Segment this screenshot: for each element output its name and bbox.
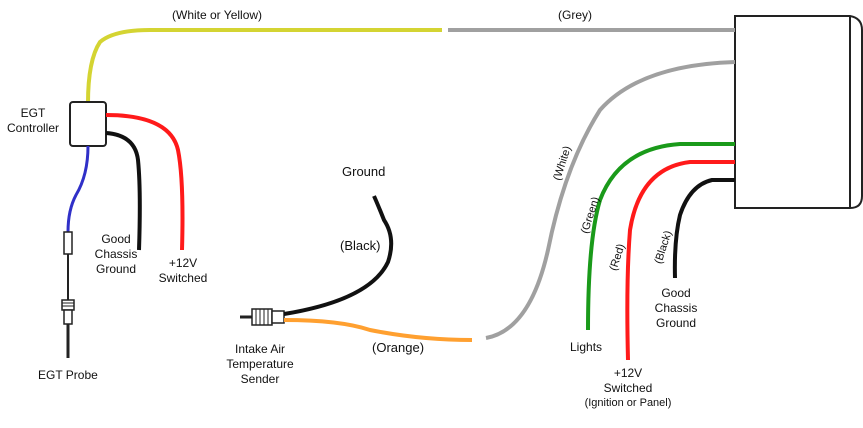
label-plus12v-left-line2: Switched (158, 271, 208, 285)
label-gcg-right-line2: Chassis (654, 301, 698, 315)
intake-sender (240, 308, 285, 326)
label-intake-line3: Sender (240, 372, 280, 386)
label-intake-sender: Intake Air Temperature Sender (214, 342, 306, 387)
label-lights: Lights (570, 340, 603, 354)
label-black-mid: (Black) (340, 238, 381, 253)
label-egt-controller-line1: EGT (20, 106, 46, 120)
sender-black-wire (283, 195, 394, 316)
label-orange: (Orange) (372, 340, 425, 355)
label-plus12v-right-line1: +12V (613, 366, 643, 380)
probe-sleeve (63, 231, 73, 255)
right-red-wire (625, 160, 735, 361)
controller-black-wire (105, 131, 142, 251)
label-egt-controller: EGT Controller (4, 106, 62, 136)
label-gcg-left-line2: Chassis (94, 247, 138, 261)
label-egt-probe: EGT Probe (38, 368, 98, 382)
probe-blue-wire (66, 145, 90, 233)
label-intake-line1: Intake Air (234, 342, 286, 356)
label-gcg-left-line1: Good (101, 232, 131, 246)
probe-nut (61, 299, 75, 325)
label-gcg-right-line1: Good (661, 286, 691, 300)
green-wire (586, 142, 735, 331)
label-plus12v-right-line2: Switched (603, 381, 653, 395)
sender-orange-wire (283, 318, 473, 342)
label-egt-controller-line2: Controller (6, 121, 60, 135)
label-plus12v-left: +12V Switched (150, 256, 216, 286)
white-wire (485, 60, 736, 340)
gauge-body (734, 15, 863, 209)
label-plus12v-right: +12V Switched (Ignition or Panel) (568, 366, 688, 411)
right-black-wire (672, 178, 735, 279)
egt-controller-box (69, 101, 107, 147)
yellow-wire (86, 28, 442, 104)
label-plus12v-left-line1: +12V (168, 256, 198, 270)
label-gcg-right-line3: Ground (655, 316, 697, 330)
label-white-or-yellow: (White or Yellow) (172, 8, 263, 22)
label-gcg-left-line3: Ground (95, 262, 137, 276)
label-plus12v-right-line3: (Ignition or Panel) (584, 397, 672, 409)
label-intake-line2: Temperature (226, 357, 294, 371)
label-grey: (Grey) (558, 8, 592, 22)
label-ground: Ground (342, 164, 386, 179)
label-good-chassis-ground-right: Good Chassis Ground (648, 286, 704, 331)
label-good-chassis-ground-left: Good Chassis Ground (88, 232, 144, 277)
controller-red-wire (105, 113, 185, 251)
